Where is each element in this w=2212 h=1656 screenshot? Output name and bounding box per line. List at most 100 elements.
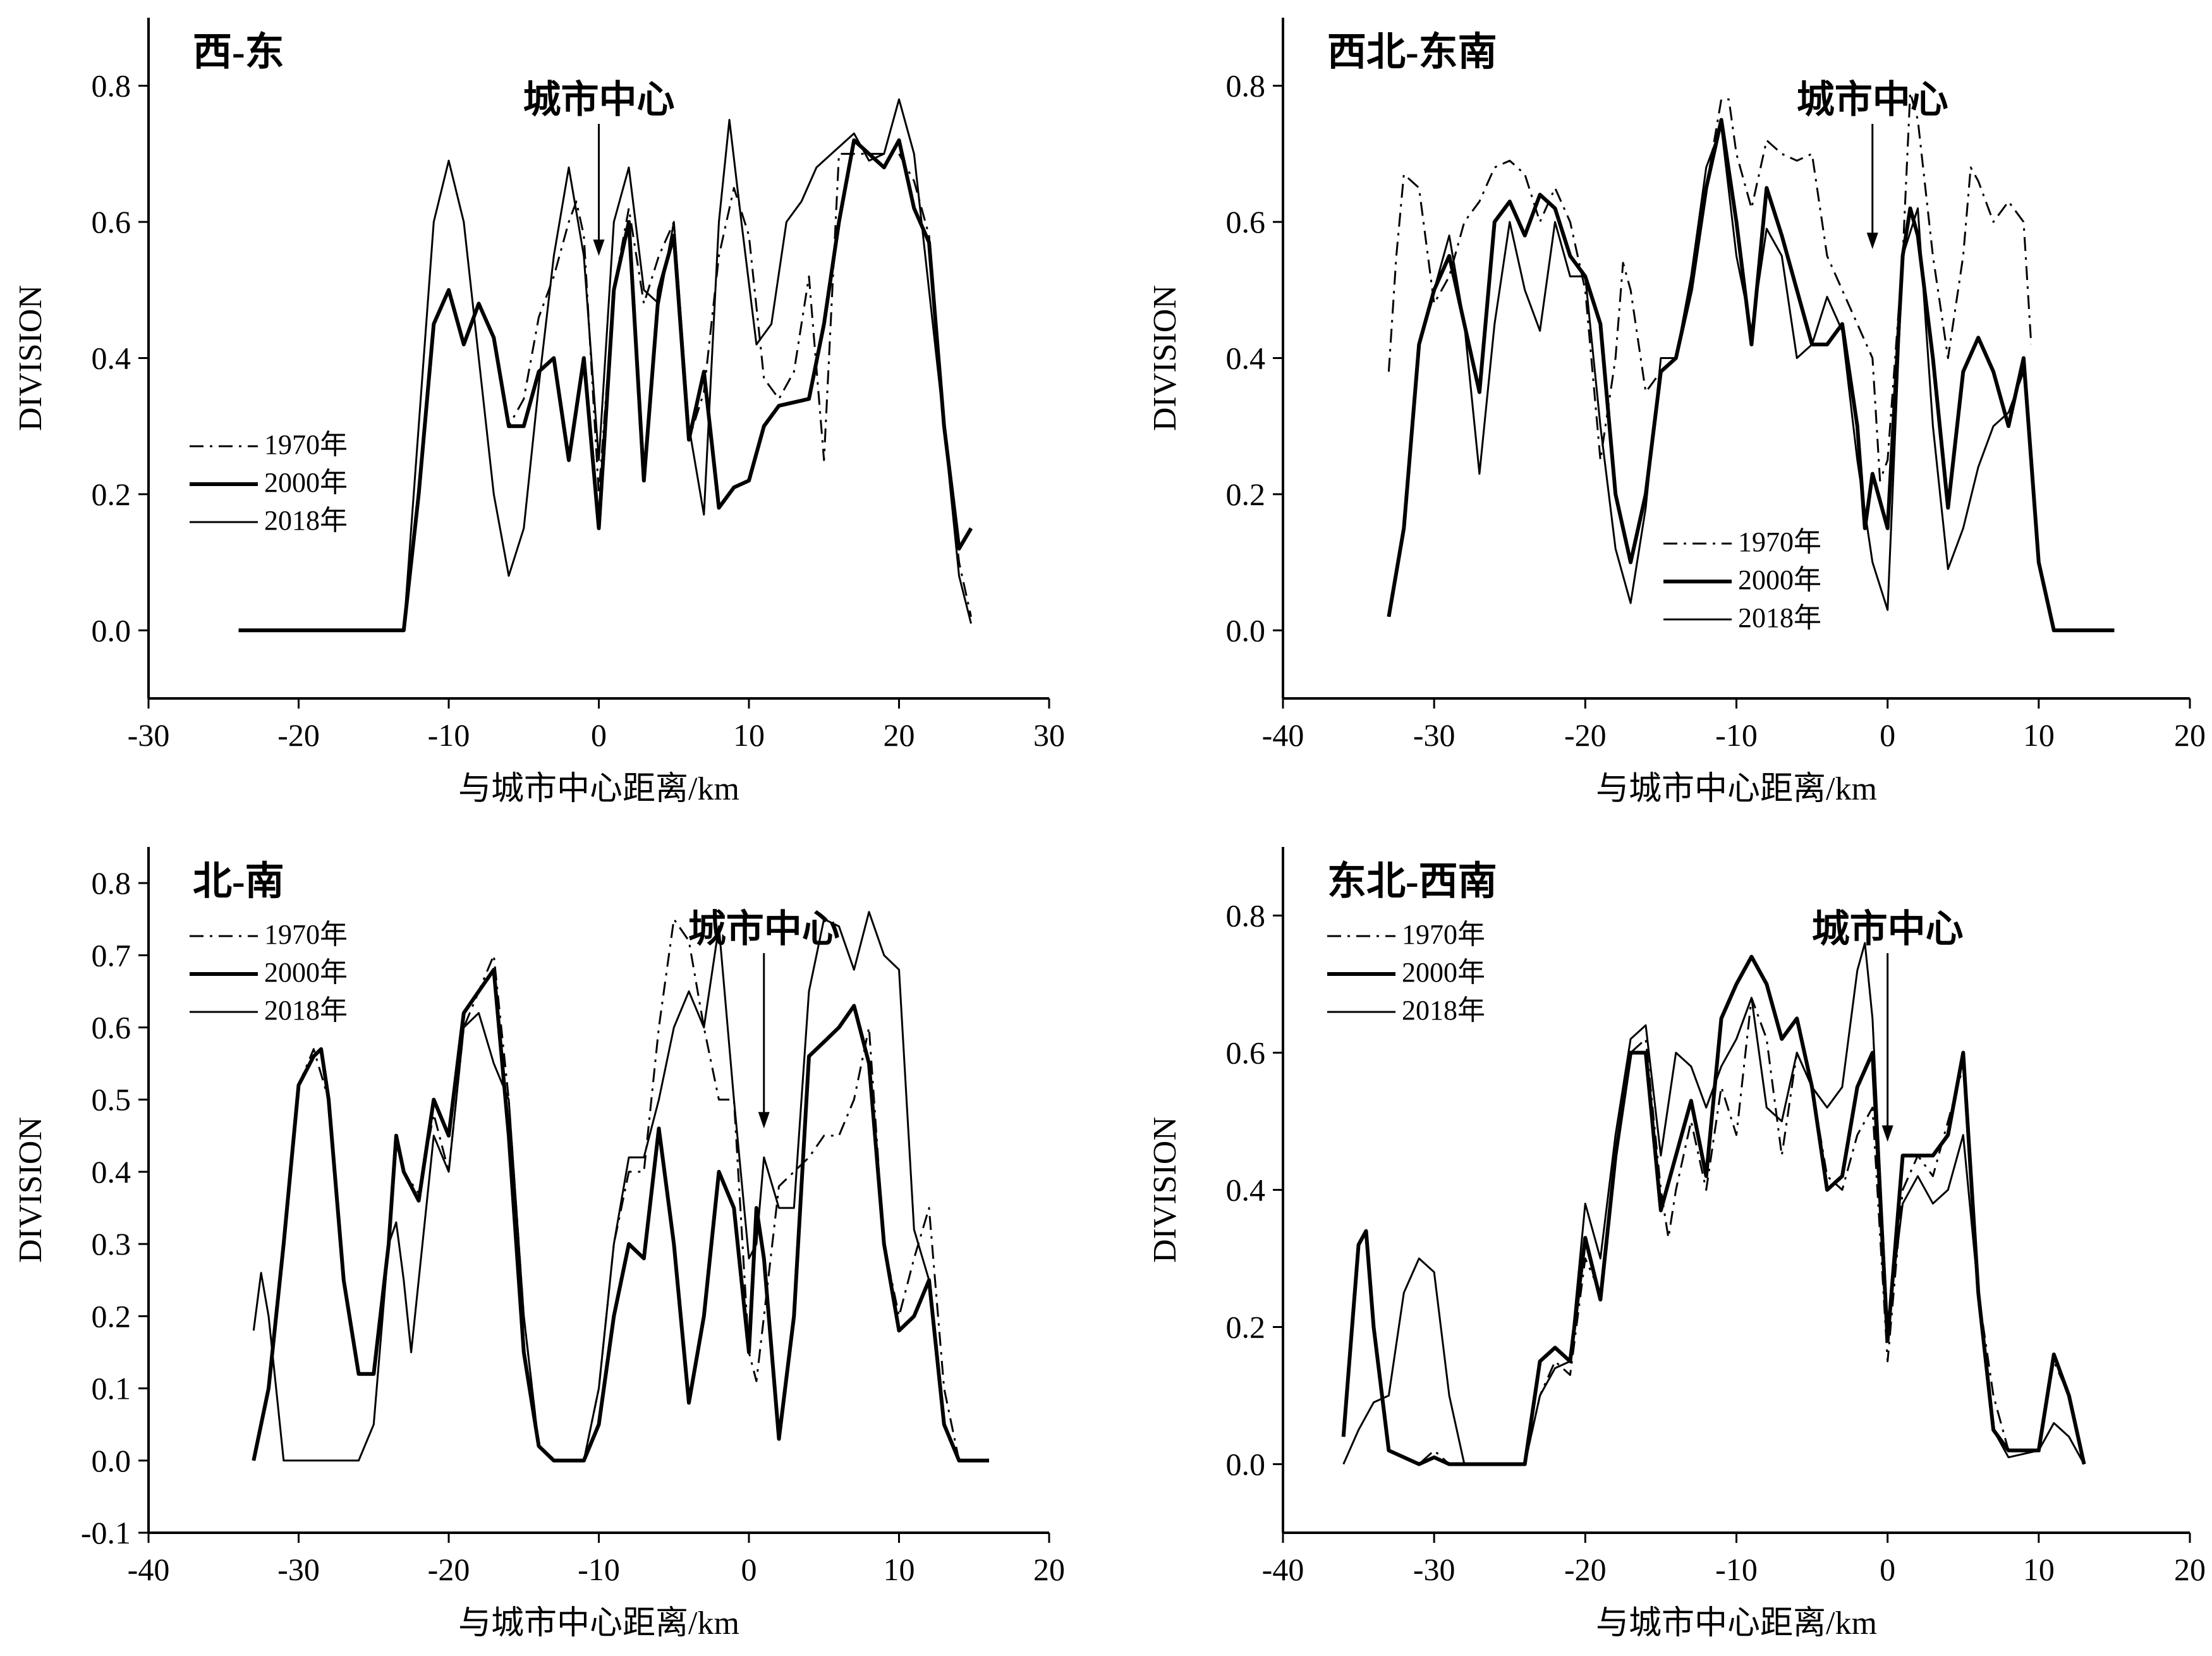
panel-north-south: -40 -30 -20 -10 0 10 20 -0.1 0.0 0.1 0.2 0.3 0.4 0.5 0… bbox=[13, 847, 1065, 1641]
x-tick-label: -30 bbox=[277, 1552, 320, 1587]
x-tick-label: -20 bbox=[428, 1552, 470, 1587]
x-tick-label: 10 bbox=[2023, 717, 2055, 753]
y-tick-label: 0.3 bbox=[92, 1226, 131, 1262]
series-line-1970 bbox=[1387, 92, 2033, 482]
annotation: 城市中心 bbox=[1797, 79, 1948, 250]
legend-label-2000: 2000年 bbox=[1402, 957, 1485, 988]
y-tick-label: 0.2 bbox=[1226, 1310, 1266, 1345]
city-center-arrowhead bbox=[1881, 1125, 1893, 1142]
data-lines bbox=[1341, 942, 2086, 1466]
series-line-2000 bbox=[1387, 118, 2115, 633]
series-line-1970 bbox=[252, 918, 989, 1462]
y-tick-label: 0.4 bbox=[92, 1154, 131, 1190]
panel-northwest-southeast: -40 -30 -20 -10 0 10 20 0.0 0.2 0.4 0.6 0.8 城市中心 西北… bbox=[1147, 18, 2206, 807]
legend: 1970年 2000年 2018年 bbox=[190, 919, 348, 1026]
x-tick-label: 0 bbox=[1880, 717, 1895, 753]
legend-label-2018: 2018年 bbox=[264, 995, 348, 1026]
x-tick-label: -40 bbox=[1262, 717, 1304, 753]
y-tick-label: 0.6 bbox=[1226, 204, 1266, 240]
legend-label-1970: 1970年 bbox=[1738, 527, 1821, 557]
y-tick-label: 0.2 bbox=[1226, 477, 1266, 512]
city-center-arrowhead bbox=[758, 1112, 770, 1129]
panel-title: 西-东 bbox=[193, 30, 284, 74]
legend: 1970年 2000年 2018年 bbox=[1663, 527, 1821, 633]
y-tick-label: 0.4 bbox=[1226, 341, 1266, 376]
axes: -40 -30 -20 -10 0 10 20 0.0 0.2 0.4 0.6 0.8 bbox=[1226, 847, 2206, 1587]
city-center-label: 城市中心 bbox=[1797, 79, 1948, 121]
y-tick-label: 0.2 bbox=[92, 477, 131, 512]
series-line-2000 bbox=[252, 968, 989, 1463]
x-tick-label: -10 bbox=[1715, 1552, 1758, 1587]
x-tick-label: -10 bbox=[1715, 717, 1758, 753]
x-tick-label: -10 bbox=[428, 717, 470, 753]
series-line-2018 bbox=[252, 911, 989, 1462]
y-tick-label: 0.0 bbox=[92, 1443, 131, 1478]
legend-label-2000: 2000年 bbox=[1738, 564, 1821, 595]
city-center-label: 城市中心 bbox=[688, 908, 840, 950]
y-tick-label: 0.7 bbox=[92, 937, 131, 973]
legend-label-2018: 2018年 bbox=[1738, 602, 1821, 633]
y-tick-label: 0.4 bbox=[1226, 1172, 1266, 1208]
panel-west-east: -30 -20 -10 0 10 20 30 0.0 0.2 0.4 0.6 0.8 城市中心 西-东… bbox=[13, 18, 1065, 807]
x-tick-label: 10 bbox=[2023, 1552, 2055, 1587]
x-tick-label: 0 bbox=[1880, 1552, 1895, 1587]
panel-title: 东北-西南 bbox=[1327, 860, 1497, 903]
legend-label-2000: 2000年 bbox=[264, 957, 348, 988]
panel-northeast-southwest: -40 -30 -20 -10 0 10 20 0.0 0.2 0.4 0.6 0.8 城市中心 东北… bbox=[1147, 847, 2206, 1641]
y-tick-label: 0.8 bbox=[1226, 68, 1266, 104]
x-tick-label: -40 bbox=[128, 1552, 170, 1587]
x-axis-title: 与城市中心距离/km bbox=[458, 1605, 739, 1641]
y-axis-title: DIVISION bbox=[1147, 285, 1183, 431]
legend-label-2018: 2018年 bbox=[1402, 995, 1485, 1026]
y-axis-title: DIVISION bbox=[1147, 1117, 1183, 1263]
x-tick-label: -30 bbox=[1413, 1552, 1455, 1587]
legend-label-1970: 1970年 bbox=[1402, 919, 1485, 950]
series-line-2018 bbox=[238, 98, 972, 631]
series-line-2000 bbox=[238, 138, 973, 633]
y-tick-label: -0.1 bbox=[81, 1515, 131, 1550]
annotation: 城市中心 bbox=[523, 79, 675, 256]
x-axis-title: 与城市中心距离/km bbox=[458, 771, 739, 807]
x-tick-label: 0 bbox=[741, 1552, 757, 1587]
legend: 1970年 2000年 2018年 bbox=[190, 429, 348, 536]
x-tick-label: -20 bbox=[1564, 717, 1607, 753]
series-line-2018 bbox=[1342, 942, 2085, 1465]
y-tick-label: 0.1 bbox=[92, 1371, 131, 1406]
y-tick-label: 0.6 bbox=[1226, 1035, 1266, 1071]
x-axis-title: 与城市中心距离/km bbox=[1596, 1605, 1877, 1641]
series-line-2000 bbox=[1341, 954, 2086, 1466]
x-tick-label: -30 bbox=[128, 717, 170, 753]
y-tick-label: 0.4 bbox=[92, 341, 131, 376]
y-tick-label: 0.0 bbox=[92, 612, 131, 648]
y-tick-label: 0.0 bbox=[1226, 1447, 1266, 1482]
x-tick-label: 0 bbox=[591, 717, 607, 753]
legend-label-2018: 2018年 bbox=[264, 505, 348, 536]
x-tick-label: 20 bbox=[884, 717, 915, 753]
y-tick-label: 0.8 bbox=[1226, 898, 1266, 934]
x-tick-label: 20 bbox=[2174, 1552, 2206, 1587]
legend: 1970年 2000年 2018年 bbox=[1327, 919, 1485, 1026]
y-tick-label: 0.6 bbox=[92, 204, 131, 240]
x-tick-label: -40 bbox=[1262, 1552, 1304, 1587]
city-center-label: 城市中心 bbox=[523, 79, 675, 121]
legend-label-1970: 1970年 bbox=[264, 919, 348, 950]
series-line-1970 bbox=[238, 152, 972, 631]
city-center-arrowhead bbox=[1866, 233, 1878, 250]
x-tick-label: -20 bbox=[1564, 1552, 1607, 1587]
series-line-2018 bbox=[1387, 125, 2115, 631]
x-tick-label: -20 bbox=[277, 717, 320, 753]
annotation: 城市中心 bbox=[688, 908, 840, 1129]
panel-title: 西北-东南 bbox=[1327, 30, 1497, 74]
axes: -30 -20 -10 0 10 20 30 0.0 0.2 0.4 0.6 0.8 bbox=[92, 18, 1065, 753]
y-tick-label: 0.6 bbox=[92, 1010, 131, 1045]
x-tick-label: 30 bbox=[1033, 717, 1065, 753]
legend-label-2000: 2000年 bbox=[264, 467, 348, 498]
data-lines bbox=[1387, 92, 2115, 633]
y-tick-label: 0.0 bbox=[1226, 612, 1266, 648]
y-tick-label: 0.5 bbox=[92, 1082, 131, 1117]
city-center-label: 城市中心 bbox=[1812, 908, 1964, 950]
data-lines bbox=[238, 98, 973, 633]
legend-label-1970: 1970年 bbox=[264, 429, 348, 460]
city-center-arrowhead bbox=[593, 239, 605, 256]
